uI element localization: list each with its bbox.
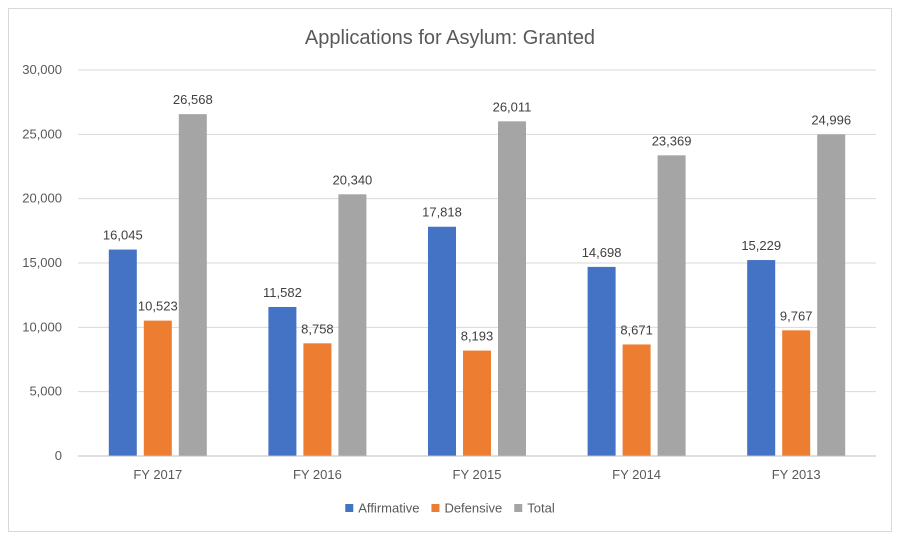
x-axis-tick-labels: FY 2017 FY 2016 FY 2015 FY 2014 FY 2013 [133, 467, 820, 482]
gridlines [78, 69, 876, 393]
bar-affirmative [587, 266, 616, 456]
x-tick-label: FY 2013 [772, 467, 821, 482]
legend-swatch-total [514, 504, 523, 512]
x-tick-label: FY 2016 [293, 467, 342, 482]
data-label: 24,996 [811, 112, 851, 127]
y-tick-label: 30,000 [22, 62, 62, 77]
bar-defensive [622, 344, 651, 456]
bar-affirmative [428, 226, 456, 456]
bar-affirmative [747, 260, 776, 456]
bar-total [338, 194, 367, 457]
y-tick-label: 5,000 [29, 384, 62, 399]
data-label: 9,767 [780, 308, 813, 323]
data-label: 16,045 [103, 228, 143, 243]
data-labels: 16,045 10,523 26,568 11,582 8,758 20,340 17,81… [103, 92, 851, 343]
y-tick-label: 10,000 [22, 319, 62, 334]
data-label: 8,193 [461, 329, 494, 344]
data-label: 10,523 [138, 299, 178, 314]
bar-total [657, 155, 686, 457]
data-label: 8,671 [620, 322, 653, 337]
y-tick-label: 20,000 [22, 191, 62, 206]
y-tick-label: 0 [55, 448, 62, 463]
bar-defensive [782, 330, 811, 456]
bar-total [178, 114, 207, 457]
data-label: 8,758 [301, 321, 334, 336]
bar-affirmative [268, 306, 297, 456]
legend-label-total: Total [527, 501, 555, 516]
data-label: 26,011 [493, 99, 532, 114]
data-label: 20,340 [333, 172, 373, 187]
legend-swatch-defensive [431, 504, 440, 512]
x-tick-label: FY 2014 [612, 467, 661, 482]
legend: Affirmative Defensive Total [345, 501, 555, 516]
y-axis-tick-labels: 0 5,000 10,000 15,000 20,000 25,000 30,000 [22, 62, 62, 463]
data-label: 14,698 [582, 245, 622, 260]
bar-defensive [303, 343, 332, 456]
bar-affirmative [108, 249, 137, 456]
legend-label-defensive: Defensive [444, 501, 502, 516]
data-label: 15,229 [741, 238, 781, 253]
y-tick-label: 15,000 [22, 255, 62, 270]
bar-total [498, 121, 526, 456]
data-label: 11,582 [263, 285, 302, 300]
bar-defensive [143, 320, 172, 456]
data-label: 26,568 [173, 92, 213, 107]
data-label: 23,369 [652, 133, 692, 148]
x-tick-label: FY 2015 [453, 467, 502, 482]
legend-label-affirmative: Affirmative [358, 501, 419, 516]
data-label: 17,818 [422, 205, 462, 220]
chart-title: Applications for Asylum: Granted [305, 27, 595, 49]
x-tick-label: FY 2017 [133, 467, 182, 482]
bar-total [817, 134, 846, 456]
legend-swatch-affirmative [345, 504, 354, 512]
bar-defensive [463, 350, 491, 456]
y-tick-label: 25,000 [22, 126, 62, 141]
bars [108, 114, 846, 457]
